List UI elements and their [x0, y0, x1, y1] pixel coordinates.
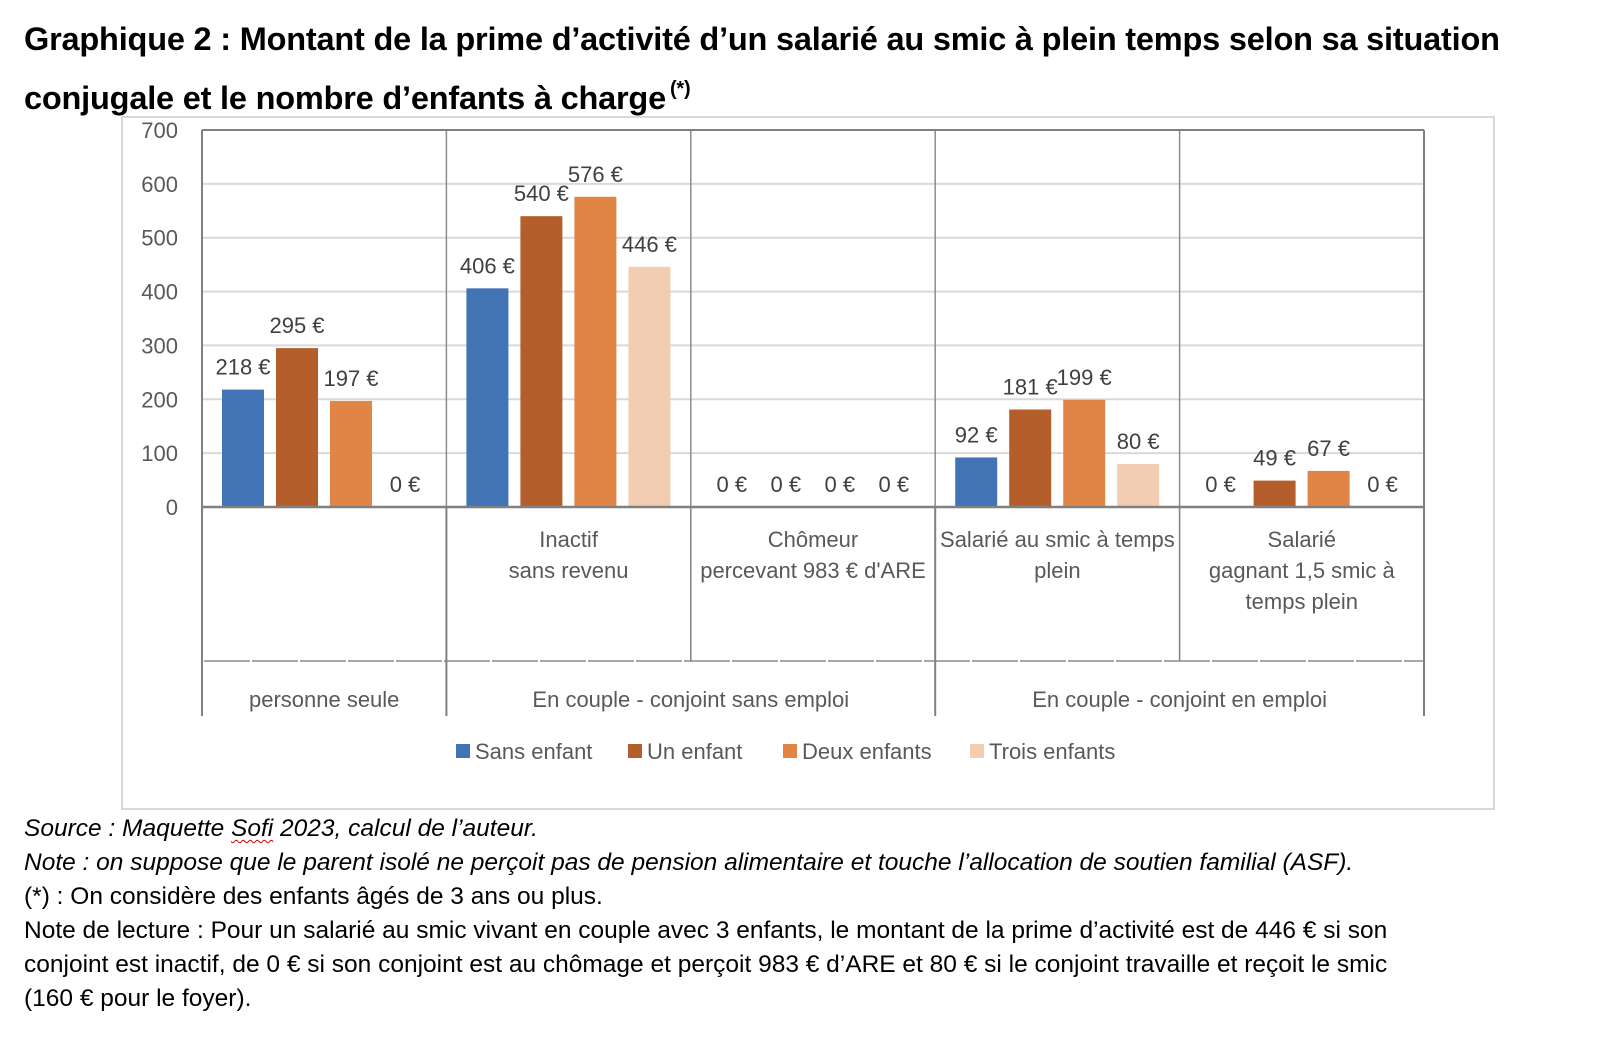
bar — [955, 457, 998, 507]
data-label: 295 € — [269, 313, 324, 338]
bar — [628, 266, 671, 507]
chart-title: Graphique 2 : Montant de la prime d’acti… — [24, 14, 1594, 123]
legend-swatch — [970, 744, 984, 758]
data-label: 576 € — [568, 162, 623, 187]
category-label: Chômeur percevant 983 € d'ARE — [700, 527, 926, 583]
data-label: 218 € — [215, 355, 270, 380]
legend-swatch — [628, 744, 642, 758]
chart-title-text: Graphique 2 : Montant de la prime d’acti… — [24, 21, 1500, 116]
data-label: 181 € — [1003, 375, 1058, 400]
group-label: En couple - conjoint en emploi — [1032, 687, 1327, 712]
bar — [1253, 480, 1296, 507]
data-label: 0 € — [717, 472, 748, 497]
y-tick-label: 200 — [141, 387, 178, 412]
data-label: 540 € — [514, 181, 569, 206]
legend-label: Sans enfant — [475, 739, 592, 764]
asterisk-line: (*) : On considère des enfants âgés de 3… — [24, 883, 603, 910]
note-line: Note : on suppose que le parent isolé ne… — [24, 849, 1354, 876]
category-label: Salarié au smic à temps plein — [940, 527, 1175, 583]
data-label: 92 € — [955, 422, 998, 447]
reading-note-line-2: conjoint est inactif, de 0 € si son conj… — [24, 951, 1388, 978]
data-label: 67 € — [1307, 436, 1350, 461]
y-tick-label: 400 — [141, 280, 178, 305]
legend-swatch — [456, 744, 470, 758]
bar — [1063, 399, 1106, 507]
y-tick-label: 300 — [141, 333, 178, 358]
y-tick-label: 700 — [141, 118, 178, 143]
group-label: En couple - conjoint sans emploi — [532, 687, 849, 712]
y-tick-label: 500 — [141, 226, 178, 251]
data-label: 0 € — [879, 472, 910, 497]
data-label: 446 € — [622, 232, 677, 257]
category-label: Salarié gagnant 1,5 smic à temps plein — [1209, 527, 1396, 614]
data-label: 199 € — [1057, 365, 1112, 390]
bar — [222, 389, 264, 507]
y-tick-label: 100 — [141, 441, 178, 466]
reading-note-line-3: (160 € pour le foyer). — [24, 985, 252, 1012]
data-label: 0 € — [1205, 472, 1236, 497]
bar-chart: 0 100 200 300 400 500 600 700 218 € 295 € 197 € 0 €… — [141, 118, 1425, 764]
data-label: 49 € — [1253, 446, 1296, 471]
legend-label: Deux enfants — [802, 739, 932, 764]
data-label: 0 € — [825, 472, 856, 497]
reading-note-line-1: Note de lecture : Pour un salarié au smi… — [24, 917, 1388, 944]
legend-label: Un enfant — [647, 739, 742, 764]
bar — [330, 400, 372, 507]
data-label: 197 € — [323, 366, 378, 391]
source-prefix: Source : Maquette — [24, 815, 232, 842]
bar — [1009, 409, 1052, 507]
source-word: Sofi — [231, 815, 274, 842]
data-label: 406 € — [460, 253, 515, 278]
bar — [1307, 470, 1350, 507]
legend-swatch — [783, 744, 797, 758]
bar — [574, 196, 617, 508]
chart-frame — [121, 116, 1495, 810]
data-label: 0 € — [390, 472, 421, 497]
y-tick-label: 0 — [166, 495, 178, 520]
y-tick-label: 600 — [141, 172, 178, 197]
chart-notes: Source : Maquette Sofi 2023, calcul de l… — [24, 812, 1604, 1016]
source-suffix: 2023, calcul de l’auteur. — [273, 815, 538, 842]
data-label: 0 € — [1367, 472, 1398, 497]
title-footnote-marker: (*) — [669, 78, 691, 100]
legend-label: Trois enfants — [989, 739, 1115, 764]
bar — [466, 288, 509, 507]
data-label: 0 € — [771, 472, 802, 497]
bar — [276, 348, 318, 507]
group-label: personne seule — [249, 687, 399, 712]
bar — [1117, 463, 1160, 507]
data-label: 80 € — [1117, 429, 1160, 454]
source-line: Source : Maquette Sofi 2023, calcul de l… — [24, 812, 1604, 846]
bar — [520, 216, 563, 507]
category-label: Inactif sans revenu — [509, 527, 629, 583]
